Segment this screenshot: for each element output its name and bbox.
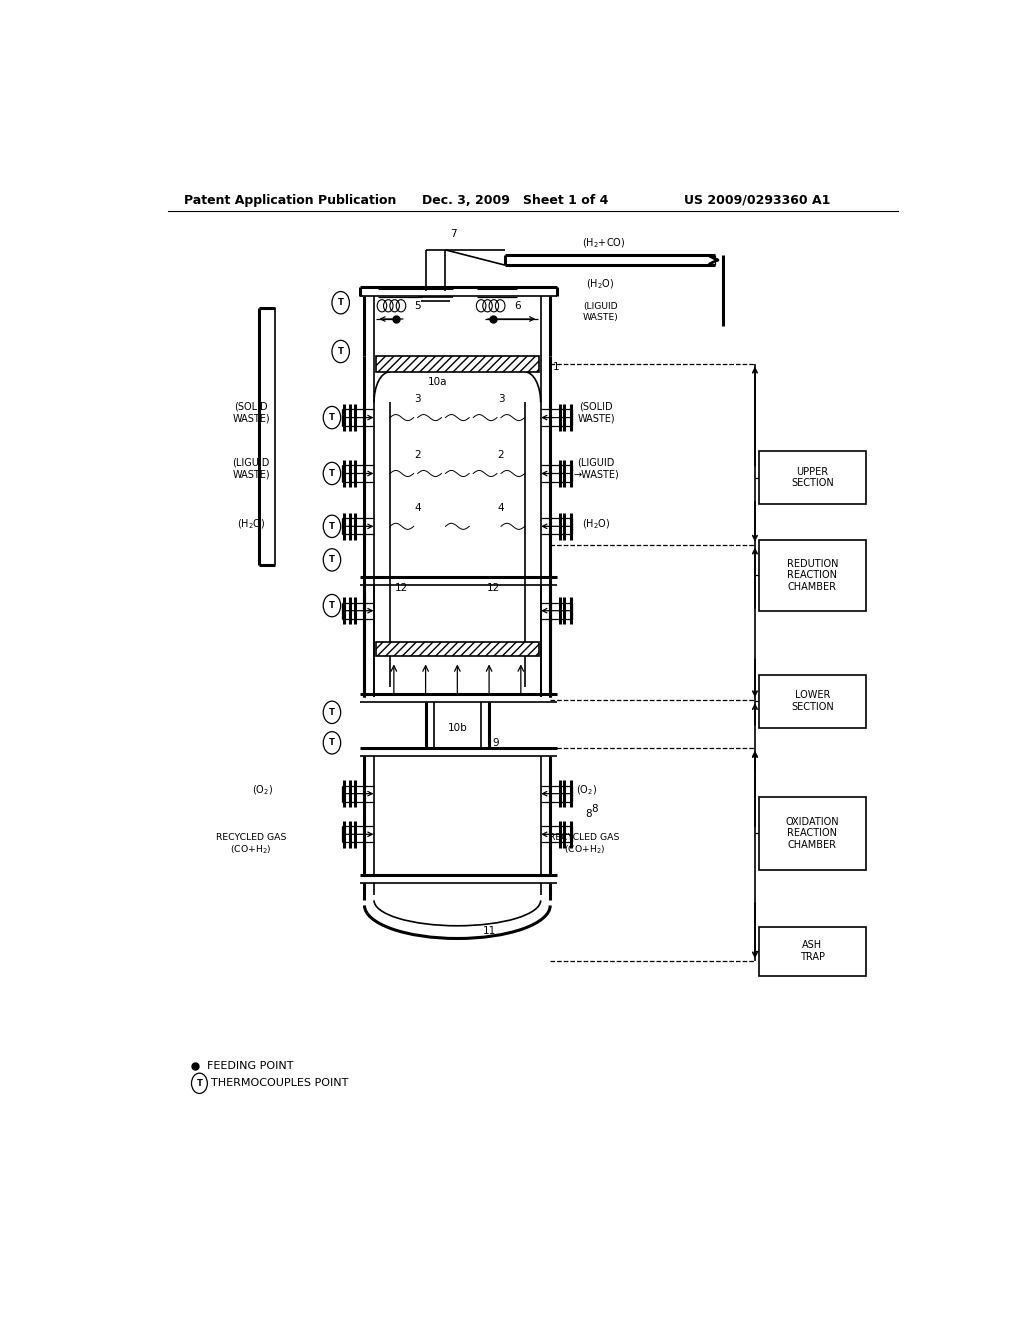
Text: T: T — [338, 347, 344, 356]
Bar — [759, 675, 866, 727]
Bar — [376, 355, 539, 372]
Text: (H$_2$O): (H$_2$O) — [582, 517, 610, 531]
Circle shape — [324, 594, 341, 616]
Text: Dec. 3, 2009   Sheet 1 of 4: Dec. 3, 2009 Sheet 1 of 4 — [422, 194, 608, 206]
Text: T: T — [329, 413, 335, 422]
Text: OXIDATION
REACTION
CHAMBER: OXIDATION REACTION CHAMBER — [785, 817, 840, 850]
Text: 3: 3 — [415, 395, 421, 404]
Text: 4: 4 — [498, 503, 504, 513]
Text: (H$_2$O): (H$_2$O) — [237, 517, 265, 531]
Text: (LIGUID
→WASTE): (LIGUID →WASTE) — [573, 458, 620, 479]
Text: T: T — [329, 601, 335, 610]
Text: (O$_2$): (O$_2$) — [577, 784, 597, 797]
Text: (O$_2$): (O$_2$) — [252, 784, 273, 797]
Circle shape — [332, 341, 349, 363]
Text: 7: 7 — [451, 228, 457, 239]
Circle shape — [191, 1073, 207, 1093]
Bar — [759, 797, 866, 870]
Text: 8: 8 — [585, 809, 592, 818]
Text: (H$_2$+CO): (H$_2$+CO) — [583, 236, 626, 249]
Text: T: T — [329, 708, 335, 717]
Circle shape — [324, 462, 341, 484]
Text: 10b: 10b — [447, 722, 467, 733]
Text: 8: 8 — [591, 804, 598, 814]
Bar — [759, 451, 866, 504]
Text: T: T — [329, 521, 335, 531]
Circle shape — [332, 292, 349, 314]
Text: T: T — [329, 469, 335, 478]
Text: FEEDING POINT: FEEDING POINT — [207, 1061, 294, 1071]
Text: RECYCLED GAS
(CO+H$_2$): RECYCLED GAS (CO+H$_2$) — [216, 833, 286, 857]
Text: (LIGUID
WASTE): (LIGUID WASTE) — [583, 302, 618, 322]
Text: T: T — [338, 298, 344, 308]
Text: 10a: 10a — [428, 378, 447, 387]
Text: 3: 3 — [498, 395, 504, 404]
Text: THERMOCOUPLES POINT: THERMOCOUPLES POINT — [211, 1078, 349, 1088]
Text: (LIGUID
WASTE): (LIGUID WASTE) — [232, 458, 269, 479]
Text: 11: 11 — [482, 925, 496, 936]
Bar — [759, 540, 866, 611]
Circle shape — [324, 701, 341, 723]
Text: 12: 12 — [395, 583, 409, 593]
Circle shape — [324, 549, 341, 572]
Text: 2: 2 — [498, 450, 504, 461]
Text: Patent Application Publication: Patent Application Publication — [183, 194, 396, 206]
Text: T: T — [329, 556, 335, 565]
Text: 6: 6 — [514, 301, 521, 310]
Text: 5: 5 — [414, 301, 420, 310]
Text: REDUTION
REACTION
CHAMBER: REDUTION REACTION CHAMBER — [786, 558, 839, 591]
Text: (H$_2$O): (H$_2$O) — [586, 277, 614, 292]
Text: (SOLID
WASTE): (SOLID WASTE) — [232, 401, 269, 424]
Text: 2: 2 — [415, 450, 421, 461]
Text: US 2009/0293360 A1: US 2009/0293360 A1 — [684, 194, 829, 206]
Circle shape — [324, 515, 341, 537]
Text: T: T — [329, 738, 335, 747]
Text: 4: 4 — [415, 503, 421, 513]
Text: ASH
TRAP: ASH TRAP — [800, 940, 825, 962]
Text: LOWER
SECTION: LOWER SECTION — [792, 690, 834, 711]
Text: (SOLID
WASTE): (SOLID WASTE) — [578, 401, 615, 424]
Text: RECYCLED GAS
(CO+H$_2$): RECYCLED GAS (CO+H$_2$) — [549, 833, 620, 857]
Circle shape — [324, 407, 341, 429]
Text: 9: 9 — [493, 738, 499, 748]
Text: 1: 1 — [553, 362, 559, 372]
Text: T: T — [197, 1078, 203, 1088]
Bar — [759, 927, 866, 975]
Text: 12: 12 — [486, 583, 500, 593]
Circle shape — [324, 731, 341, 754]
Bar — [376, 643, 539, 656]
Text: UPPER
SECTION: UPPER SECTION — [792, 467, 834, 488]
